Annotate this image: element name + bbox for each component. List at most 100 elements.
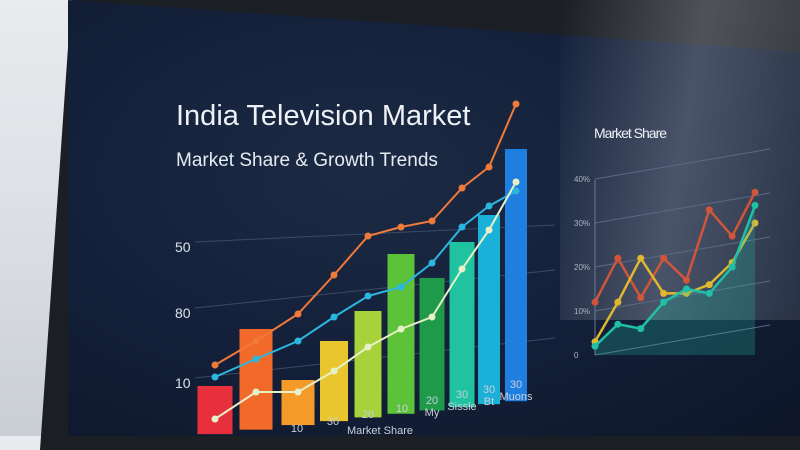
data-point	[330, 271, 338, 279]
data-point	[294, 388, 302, 396]
screen-glare	[560, 0, 800, 320]
gridline	[594, 280, 771, 312]
x-tick-label-number: 30	[456, 389, 468, 401]
gridline	[594, 324, 771, 356]
data-point	[364, 292, 372, 300]
data-point	[512, 100, 520, 108]
data-point	[705, 281, 713, 289]
data-point	[751, 219, 759, 227]
data-point	[614, 254, 622, 262]
data-point	[614, 298, 622, 306]
x-tick-label: Market Share	[347, 425, 413, 436]
data-point	[682, 285, 690, 293]
data-point	[428, 217, 436, 225]
x-tick-label: 10	[291, 423, 303, 435]
y-tick-label: 0	[574, 351, 579, 360]
x-tick-label: 20 My	[425, 395, 440, 419]
data-point	[330, 367, 338, 375]
series-line	[593, 191, 757, 303]
bar	[354, 311, 382, 418]
bar	[419, 278, 445, 411]
data-point	[660, 254, 668, 262]
x-tick-label-word: My	[425, 407, 440, 419]
bar	[478, 215, 500, 405]
series-line	[594, 204, 757, 348]
data-point	[751, 201, 759, 209]
data-point	[660, 289, 668, 297]
y-tick-label: 10%	[574, 307, 590, 316]
data-point	[364, 343, 372, 351]
y-tick-label: 50	[175, 239, 191, 255]
y-tick-label: 10	[175, 375, 191, 391]
data-point	[252, 337, 260, 345]
bar	[281, 380, 315, 426]
x-tick-label-number: 30	[483, 384, 495, 396]
data-point	[397, 283, 405, 291]
data-point	[591, 342, 599, 350]
bar	[320, 341, 348, 422]
data-point	[294, 337, 302, 345]
x-tick-label-word: Muons	[499, 391, 533, 403]
bar	[239, 329, 273, 430]
data-point	[211, 361, 219, 369]
data-point	[591, 298, 599, 306]
chart-title: India Television Market	[176, 100, 471, 132]
data-point	[728, 263, 736, 271]
data-point	[252, 355, 260, 363]
x-tick-label-number: 30	[510, 379, 522, 391]
x-tick-label-word: Sissle	[447, 401, 476, 413]
x-tick-label: 30 Bt	[483, 384, 495, 408]
bar	[505, 149, 527, 402]
data-point	[397, 325, 405, 333]
data-point	[637, 294, 645, 302]
gridline	[594, 148, 771, 180]
y-tick-label: 30%	[574, 219, 590, 228]
data-point	[660, 298, 668, 306]
data-point	[294, 310, 302, 318]
data-point	[330, 313, 338, 321]
data-point	[364, 232, 372, 240]
data-point	[614, 320, 622, 328]
data-point	[705, 289, 713, 297]
data-point	[428, 259, 436, 267]
data-point	[211, 373, 219, 381]
data-point	[485, 163, 493, 171]
data-point	[512, 187, 520, 195]
data-point	[682, 276, 690, 284]
data-point	[485, 226, 493, 234]
data-point	[397, 223, 405, 231]
data-point	[751, 188, 759, 196]
bar	[197, 386, 233, 435]
data-point	[428, 313, 436, 321]
x-tick-label: 10	[396, 403, 408, 415]
y-tick-label: 80	[175, 305, 191, 321]
series-area	[595, 205, 755, 355]
gridline	[594, 192, 771, 224]
data-point	[637, 254, 645, 262]
data-point	[705, 206, 713, 214]
right-chart-title: Market Share	[594, 125, 667, 141]
data-point	[458, 184, 466, 192]
series-line	[214, 103, 517, 366]
x-tick-label: 30	[327, 416, 339, 428]
chart-subtitle: Market Share & Growth Trends	[176, 150, 438, 171]
x-tick-label: 30 Sissle	[447, 389, 476, 413]
y-tick-label: 20%	[574, 263, 590, 272]
data-point	[458, 223, 466, 231]
x-tick-label: 30 Muons	[499, 379, 533, 403]
data-point	[728, 232, 736, 240]
data-point	[252, 388, 260, 396]
data-point	[211, 415, 219, 423]
y-tick-label: 40%	[574, 175, 590, 184]
data-point	[458, 265, 466, 273]
data-point	[485, 202, 493, 210]
x-tick-label-number: 20	[426, 395, 438, 407]
data-point	[512, 178, 520, 186]
data-point	[637, 325, 645, 333]
x-tick-label-word: Bt	[484, 396, 494, 408]
series-line	[593, 222, 757, 343]
gridline	[194, 269, 556, 309]
x-tick-label: 20	[362, 409, 374, 421]
series-line	[214, 181, 517, 420]
